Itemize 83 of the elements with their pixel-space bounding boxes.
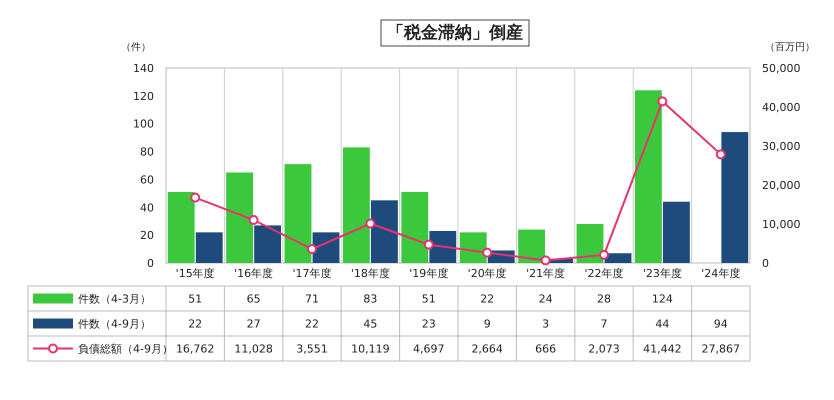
y-tick-label: 120 [133,90,154,103]
point [365,218,376,229]
bar [576,224,604,263]
point [190,192,200,203]
bar [254,225,282,263]
data-label: 7 [600,318,608,330]
bar [196,232,223,263]
data-label: 27 [246,318,261,330]
bar [342,147,370,263]
data-label: 45 [363,318,378,330]
point [307,244,317,254]
point [657,96,668,106]
x-tick-label: '24年度 [701,267,740,280]
data-label: 24 [538,292,553,306]
bar [518,230,546,263]
data-label: 2,664 [471,342,503,356]
x-tick-label: '23年度 [642,267,682,280]
y2-tick-label: 0 [762,257,769,270]
x-tick-label: '17年度 [292,267,332,280]
y2-tick-label: 30,000 [762,140,800,153]
y-tick-label: 40 [140,201,154,214]
bar [284,164,312,263]
data-label: 28 [597,292,611,306]
y-tick-label: 80 [140,146,154,159]
data-label: 9 [484,318,491,330]
x-tick-label: '22年度 [584,267,624,280]
data-label: 22 [480,292,494,306]
data-label: 71 [305,292,319,306]
chart-title: 「税金滞納」倒産 [387,23,523,43]
bar [721,132,748,263]
x-tick-label: '19年度 [409,267,448,280]
data-label: 22 [188,318,202,330]
legend-label: 件数（4-3月） [78,292,151,306]
data-label: 4,697 [413,342,445,356]
data-label: 41,442 [643,342,682,356]
point [482,248,492,258]
point [540,255,551,266]
data-label: 44 [655,318,670,330]
y2-tick-label: 50,000 [762,62,800,75]
data-label: 10,119 [351,342,390,356]
y2-tick-label: 40,000 [762,101,800,114]
bar [634,90,662,263]
data-label: 51 [188,292,202,306]
x-tick-label: '21年度 [526,267,566,280]
y-axis-title: （件） [121,42,151,53]
bar [370,200,398,263]
data-label: 2,073 [588,342,620,356]
bar [662,202,690,263]
y2-axis-title: （百万円） [765,42,815,53]
point [599,250,609,260]
data-label: 23 [422,318,436,330]
y-tick-label: 0 [147,257,154,270]
legend-label: 負債総額（4-9月） [78,342,173,356]
data-label: 51 [422,292,436,306]
bar [429,230,456,263]
data-label: 27,867 [702,342,740,356]
data-label: 94 [714,318,728,330]
y-tick-label: 100 [133,118,154,131]
data-label: 83 [363,292,378,306]
legend-label: 件数（4-9月） [78,318,151,330]
point [424,240,434,250]
bar [226,172,254,263]
data-label: 65 [246,292,261,306]
x-tick-label: '16年度 [234,267,274,280]
point [716,149,726,160]
data-label: 124 [652,292,673,306]
data-label: 3,551 [296,342,328,356]
data-label: 22 [305,318,319,330]
y-tick-label: 60 [140,173,154,186]
data-label: 3 [542,318,550,330]
bar [401,192,428,263]
bar [168,192,195,263]
y2-tick-label: 10,000 [762,218,800,231]
x-tick-label: '20年度 [468,267,507,280]
data-label: 11,028 [234,342,273,356]
point [248,214,259,225]
y-tick-label: 20 [140,229,154,242]
x-tick-label: '15年度 [176,267,215,280]
y2-tick-label: 20,000 [762,179,800,192]
x-tick-label: '18年度 [350,267,390,280]
data-label: 666 [535,342,556,356]
y-tick-label: 140 [133,62,154,75]
data-label: 16,762 [176,342,214,356]
